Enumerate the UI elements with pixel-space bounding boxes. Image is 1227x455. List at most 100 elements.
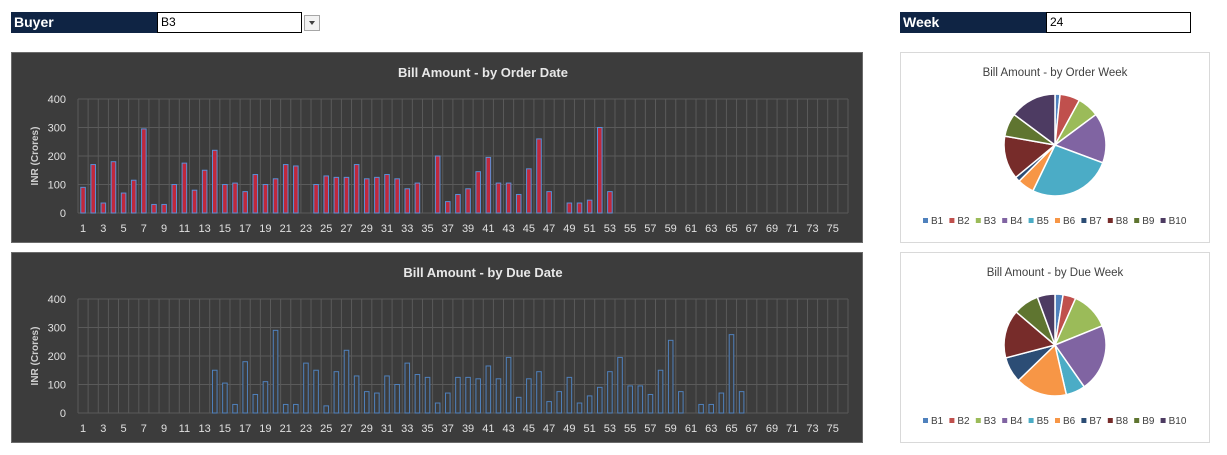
- x-tick-label: 49: [563, 423, 575, 435]
- bar: [282, 164, 289, 214]
- bar: [333, 176, 340, 214]
- pie-slice: [1036, 293, 1056, 346]
- x-tick-label: 55: [624, 223, 636, 235]
- y-axis-label: INR (Crores): [30, 127, 41, 186]
- x-tick-label: 53: [604, 223, 616, 235]
- bar: [211, 369, 218, 414]
- x-tick-label: 5: [121, 223, 127, 235]
- legend-marker: [949, 218, 955, 223]
- legend-label: B6: [1063, 416, 1076, 427]
- order-date-chart-panel: Bill Amount - by Order Date INR (Crores) 0…: [11, 52, 863, 243]
- bar: [100, 202, 107, 214]
- bar: [566, 202, 573, 214]
- bar: [455, 193, 461, 214]
- x-tick-label: 47: [543, 223, 555, 235]
- bar: [353, 375, 360, 414]
- x-tick-label: 1: [80, 223, 86, 235]
- x-tick-label: 11: [179, 223, 190, 235]
- legend-label: B1: [931, 416, 944, 427]
- bar: [363, 178, 370, 214]
- week-input[interactable]: 24: [1046, 12, 1191, 33]
- legend-label: B4: [1010, 416, 1023, 427]
- legend-label: B3: [984, 416, 997, 427]
- bar: [607, 371, 613, 414]
- bar: [353, 164, 360, 214]
- chart-title: Bill Amount - by Order Date: [398, 65, 568, 80]
- pie-slice: [1003, 310, 1057, 359]
- x-tick-label: 29: [361, 223, 373, 235]
- legend-label: B2: [957, 416, 970, 427]
- legend-marker: [975, 418, 981, 423]
- bar: [445, 201, 451, 214]
- legend-label: B2: [957, 216, 970, 227]
- bar: [272, 178, 279, 214]
- x-tick-label: 31: [381, 223, 393, 235]
- x-tick-label: 67: [746, 223, 758, 235]
- x-tick-label: 45: [523, 223, 535, 235]
- x-tick-label: 57: [644, 223, 656, 235]
- legend-label: B5: [1037, 416, 1050, 427]
- buyer-dropdown-button[interactable]: [304, 15, 320, 31]
- buyer-input[interactable]: B3: [157, 12, 302, 33]
- bar: [313, 184, 319, 214]
- legend-label: B6: [1063, 216, 1076, 227]
- legend-marker: [1107, 218, 1113, 223]
- bar: [485, 365, 492, 414]
- x-tick-label: 23: [300, 423, 312, 435]
- legend-marker: [1028, 418, 1034, 423]
- x-tick-label: 67: [746, 423, 758, 435]
- bar: [475, 378, 481, 414]
- order-date-bar-chart: Bill Amount - by Order Date INR (Crores) 0…: [30, 65, 849, 235]
- bar: [323, 405, 330, 414]
- bar: [728, 334, 735, 414]
- legend-label: B8: [1116, 216, 1129, 227]
- x-tick-label: 71: [786, 223, 798, 235]
- x-tick-label: 15: [219, 423, 231, 435]
- x-tick-label: 13: [199, 423, 211, 435]
- bar: [282, 403, 289, 414]
- bar: [363, 391, 370, 414]
- x-tick-label: 65: [725, 423, 737, 435]
- x-tick-label: 3: [100, 223, 106, 235]
- bar: [404, 188, 411, 214]
- bar: [232, 403, 238, 414]
- bar: [120, 192, 127, 214]
- x-tick-label: 23: [300, 223, 312, 235]
- x-tick-label: 21: [280, 423, 292, 435]
- legend-marker: [923, 218, 928, 223]
- bar: [343, 349, 350, 414]
- bar: [566, 376, 573, 414]
- bar: [627, 385, 633, 414]
- x-tick-label: 7: [141, 423, 147, 435]
- x-tick-label: 43: [502, 423, 514, 435]
- bar: [536, 138, 542, 214]
- bar: [495, 378, 502, 414]
- bar: [211, 149, 218, 214]
- order-week-pie-panel: Bill Amount - by Order Week B1 B2 B3 B4 B5 B6 B…: [900, 52, 1210, 243]
- bar: [434, 402, 441, 414]
- y-tick-label: 300: [48, 323, 66, 335]
- y-axis-label: INR (Crores): [30, 327, 41, 386]
- legend-label: B10: [1169, 416, 1187, 427]
- legend-marker: [1028, 218, 1034, 223]
- x-tick-label: 25: [320, 423, 332, 435]
- x-tick-label: 55: [624, 423, 636, 435]
- pie-title: Bill Amount - by Due Week: [987, 267, 1124, 279]
- bar: [596, 386, 603, 414]
- y-tick-label: 300: [48, 123, 66, 135]
- bar: [272, 329, 279, 414]
- bar: [495, 182, 502, 214]
- y-tick-label: 200: [48, 151, 66, 163]
- legend-label: B10: [1169, 216, 1187, 227]
- due-week-pie-chart: Bill Amount - by Due Week B1 B2 B3 B4 B5 B6 B7 B…: [923, 267, 1187, 427]
- bar: [586, 199, 593, 214]
- legend-marker: [1107, 418, 1113, 423]
- x-tick-label: 59: [665, 223, 677, 235]
- legend-marker: [1002, 418, 1008, 423]
- bar: [181, 162, 188, 214]
- bar: [698, 403, 704, 414]
- x-tick-label: 69: [766, 223, 778, 235]
- x-tick-label: 39: [462, 223, 474, 235]
- bar: [505, 182, 512, 214]
- bar: [434, 155, 441, 214]
